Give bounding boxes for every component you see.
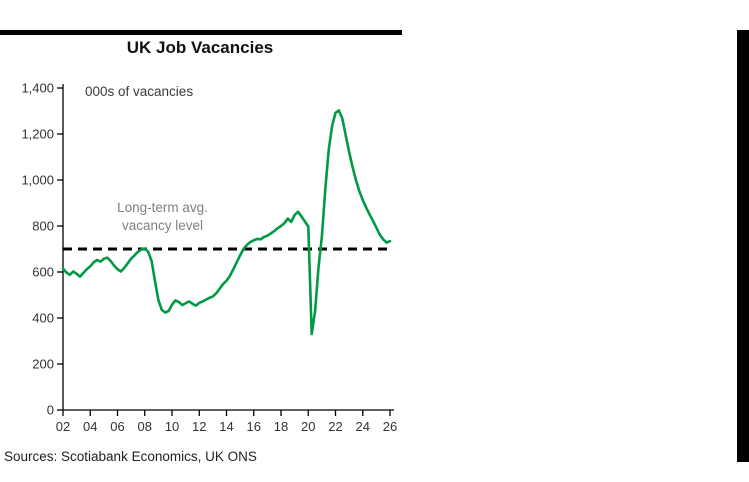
- y-tick-label: 600: [32, 265, 54, 280]
- y-tick-label: 1,200: [21, 127, 54, 142]
- vacancies-series-line: [61, 109, 392, 336]
- x-tick-label: 08: [138, 419, 152, 434]
- x-tick-label: 24: [356, 419, 370, 434]
- avg-line-annotation-line2: vacancy level: [121, 218, 204, 233]
- x-tick-label: 26: [383, 419, 397, 434]
- x-tick-label: 22: [328, 419, 342, 434]
- x-tick-label: 06: [110, 419, 124, 434]
- y-tick-label: 400: [32, 311, 54, 326]
- y-tick-label: 800: [32, 219, 54, 234]
- vacancies-line: [61, 109, 392, 336]
- y-tick-label: 1,400: [21, 81, 54, 96]
- avg-line-annotation-line1: Long-term avg.: [117, 200, 208, 215]
- chart-title: UK Job Vacancies: [126, 38, 274, 57]
- avg-line-annotation: Long-term avg. vacancy level: [90, 199, 235, 235]
- x-tick-label: 04: [83, 419, 97, 434]
- sources-note: Sources: Scotiabank Economics, UK ONS: [4, 449, 257, 464]
- x-tick-label: 14: [219, 419, 233, 434]
- y-tick-label: 0: [47, 403, 54, 418]
- x-tick-label: 02: [56, 419, 70, 434]
- x-tick-label: 12: [192, 419, 206, 434]
- x-tick-label: 16: [247, 419, 261, 434]
- y-tick-label: 1,000: [21, 173, 54, 188]
- y-axis: 0 200 400 600 800 1,000 1,200 1,400: [21, 81, 64, 418]
- x-axis: 02 04 06 08 10 12 14 16 18 20 22 24 26: [56, 409, 397, 434]
- units-annotation: 000s of vacancies: [85, 84, 194, 99]
- x-tick-label: 20: [301, 419, 315, 434]
- x-tick-label: 18: [274, 419, 288, 434]
- x-tick-label: 10: [165, 419, 179, 434]
- y-tick-label: 200: [32, 357, 54, 372]
- right-border-bar: [737, 30, 749, 462]
- top-border-bar: [0, 30, 402, 35]
